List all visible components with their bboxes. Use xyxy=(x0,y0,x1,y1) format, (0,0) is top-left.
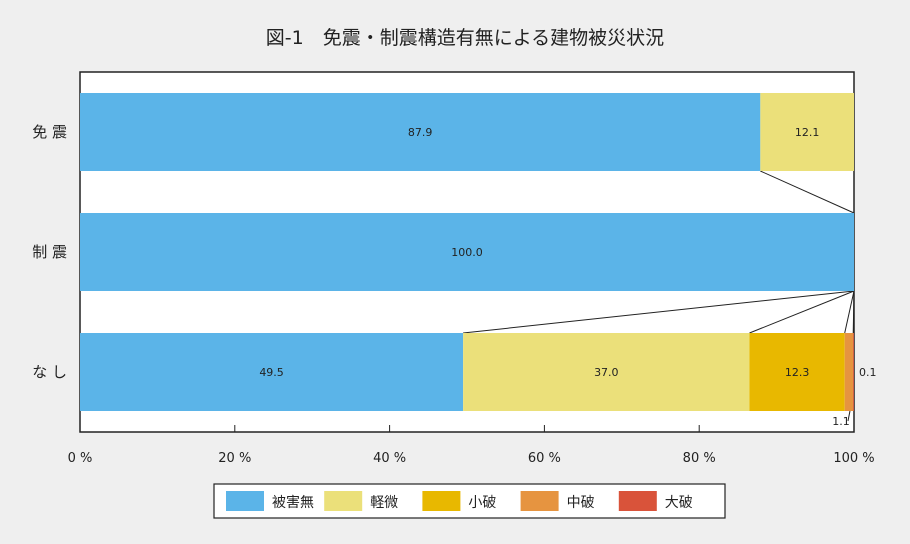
x-tick-label: 100 % xyxy=(833,451,874,466)
data-label: 12.1 xyxy=(795,126,820,139)
category-label: 制 震 xyxy=(32,243,67,261)
connector-line xyxy=(760,170,855,214)
data-label: 37.0 xyxy=(594,366,619,379)
data-label: 12.3 xyxy=(785,366,810,379)
chart-title: 図-1 免震・制震構造有無による建物被災状況 xyxy=(266,27,664,49)
bar-segment xyxy=(853,333,854,411)
bar-segment xyxy=(844,333,854,411)
data-label: 100.0 xyxy=(451,246,483,259)
data-label: 49.5 xyxy=(259,366,284,379)
bar-segment xyxy=(80,93,761,171)
legend-swatch xyxy=(422,491,461,511)
x-tick-label: 60 % xyxy=(528,451,561,466)
bar-segment xyxy=(463,333,750,411)
bar-segment xyxy=(749,333,845,411)
connector-line xyxy=(463,290,855,334)
legend-label: 中破 xyxy=(567,495,595,511)
connector-line xyxy=(852,290,855,334)
legend-label: 小破 xyxy=(468,495,496,511)
legend-label: 被害無 xyxy=(272,495,314,511)
legend-label: 軽微 xyxy=(370,495,398,511)
legend-swatch xyxy=(226,491,264,511)
x-tick-label: 20 % xyxy=(218,451,251,466)
bar-segment xyxy=(80,213,854,291)
legend-label: 大破 xyxy=(665,495,693,511)
category-label: な し xyxy=(32,363,67,381)
data-label: 0.1 xyxy=(859,366,877,379)
legend-swatch xyxy=(520,491,559,511)
connector-line xyxy=(749,290,855,334)
bar-segment xyxy=(760,93,854,171)
label-leader-line xyxy=(847,410,851,422)
connector-line xyxy=(844,290,855,334)
x-tick-label: 80 % xyxy=(683,451,716,466)
x-tick-label: 0 % xyxy=(68,451,93,466)
data-label: 87.9 xyxy=(408,126,433,139)
legend-swatch xyxy=(618,491,657,511)
category-label: 免 震 xyxy=(32,123,67,141)
data-label: 1.1 xyxy=(832,415,850,428)
bar-segment xyxy=(80,333,464,411)
x-tick-label: 40 % xyxy=(373,451,406,466)
legend-swatch xyxy=(324,491,363,511)
